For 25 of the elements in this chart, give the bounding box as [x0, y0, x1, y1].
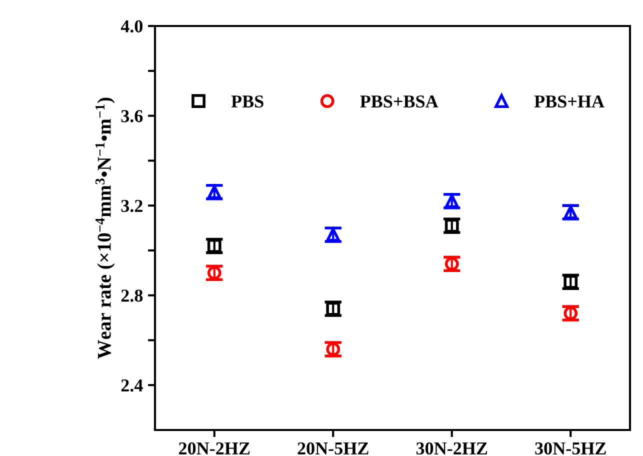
legend-label: PBS+BSA — [360, 95, 438, 108]
point — [326, 302, 340, 316]
point — [444, 194, 459, 208]
point — [564, 205, 578, 220]
point — [207, 239, 222, 253]
legend-label: PBS — [231, 95, 264, 108]
text: Wear rate (×10$^{−4}$mm$^{3}$•N$^{−1}$•m$^{−1}$) — [95, 98, 115, 359]
point — [207, 185, 222, 200]
x-tick-label: 30N-5HZ — [535, 442, 606, 455]
y-tick-label: 2.8 — [121, 290, 143, 302]
x-tick-label: 20N-2HZ — [179, 442, 250, 455]
point — [207, 266, 222, 280]
point — [326, 228, 340, 242]
y-tick-label: 2.4 — [121, 379, 143, 392]
point — [564, 306, 578, 320]
x-tick-label: 30N-2HZ — [416, 442, 488, 455]
point — [326, 342, 340, 356]
legend-label: PBS+HA — [534, 95, 604, 108]
point — [444, 256, 459, 271]
point — [564, 274, 578, 289]
y-tick-label: 3.6 — [121, 110, 143, 122]
y-tick-label: 3.2 — [121, 200, 142, 212]
y-tick-label: 4.0 — [120, 20, 143, 33]
point — [444, 218, 459, 233]
x-tick-label: 20N-5HZ — [298, 442, 368, 455]
